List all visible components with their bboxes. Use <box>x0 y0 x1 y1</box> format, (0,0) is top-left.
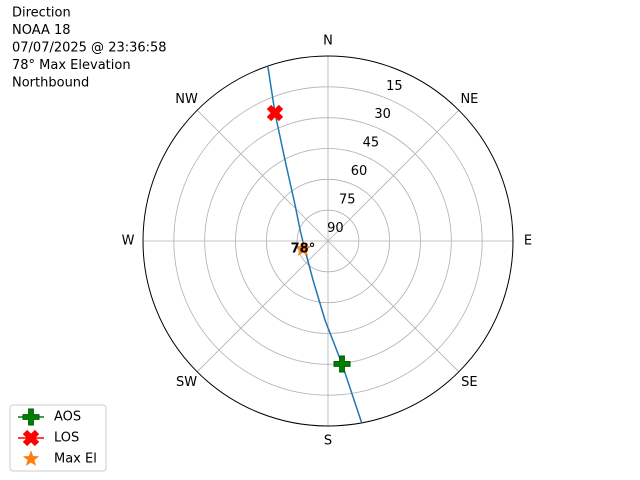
grid-spoke <box>196 109 329 242</box>
marker-x <box>266 104 284 122</box>
track-line <box>267 65 363 424</box>
grid-spoke <box>196 240 329 373</box>
legend-label: LOS <box>54 431 79 446</box>
r-tick-label: 15 <box>386 79 403 94</box>
r-tick-label: 90 <box>327 221 344 236</box>
polar-spine <box>142 55 514 427</box>
theta-tick-label: NW <box>175 92 198 107</box>
marker-star <box>294 240 312 257</box>
legend-label: Max El <box>54 452 97 467</box>
marker-x <box>22 429 40 447</box>
title-line: 07/07/2025 @ 23:36:58 <box>12 41 167 56</box>
theta-tick-label: W <box>122 234 135 249</box>
r-tick-label: 45 <box>363 136 380 151</box>
title-line: Direction <box>12 6 71 21</box>
annotation: 78° <box>291 241 316 256</box>
r-tick-label: 75 <box>339 193 356 208</box>
legend-frame <box>9 404 107 472</box>
r-tick-label: 30 <box>374 107 391 122</box>
theta-tick-label: SE <box>461 375 477 390</box>
title-line: 78° Max Elevation <box>12 58 131 73</box>
title-line: NOAA 18 <box>12 23 71 38</box>
marker-plus <box>333 355 351 373</box>
legend: AOS LOS Max El <box>9 404 107 472</box>
grid-spoke <box>327 240 460 373</box>
marker-star <box>22 450 40 467</box>
legend-label: AOS <box>54 410 81 425</box>
r-tick-label: 60 <box>351 164 368 179</box>
theta-tick-label: S <box>324 434 332 449</box>
theta-tick-label: SW <box>176 375 197 390</box>
theta-tick-label: N <box>323 34 333 49</box>
theta-tick-label: E <box>524 234 532 249</box>
title-line: Northbound <box>12 76 89 91</box>
grid-spoke <box>327 109 460 242</box>
theta-tick-label: NE <box>460 92 478 107</box>
marker-plus <box>22 408 40 426</box>
